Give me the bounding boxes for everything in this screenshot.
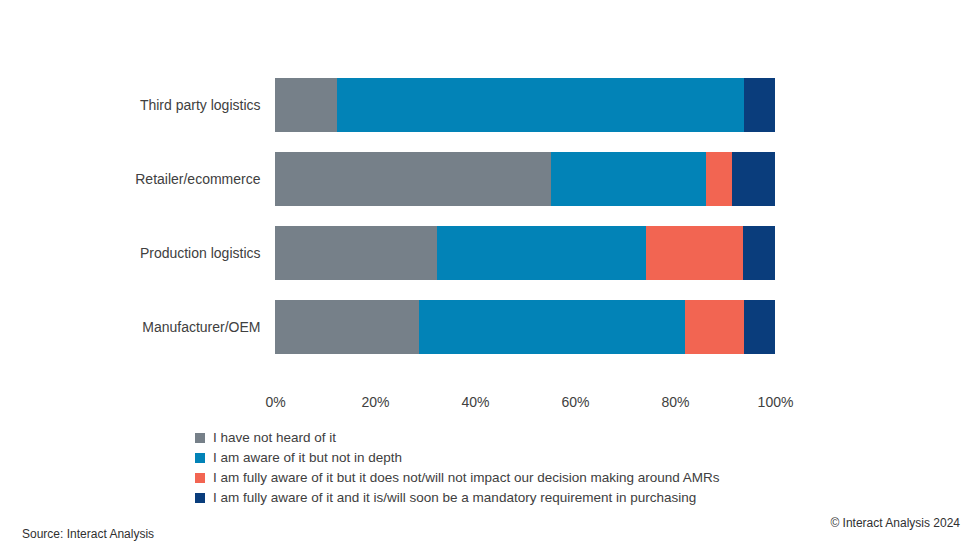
svg-text:80%: 80% — [661, 394, 689, 410]
html-text:I am fully aware of it and it: I am fully aware of it and it is/will so… — [213, 490, 697, 505]
svg-text:Retailer/ecommerce: Retailer/ecommerce — [135, 171, 260, 187]
svg-text:Third party logistics: Third party logistics — [140, 97, 261, 113]
svg-text:Manufacturer/OEM: Manufacturer/OEM — [142, 319, 260, 335]
svg-text:Production logistics: Production logistics — [140, 245, 261, 261]
html-text:I have not heard of it: I have not heard of it — [213, 430, 337, 445]
svg-text:0%: 0% — [265, 394, 285, 410]
html-text:© Interact Analysis 2024: © Interact Analysis 2024 — [830, 516, 960, 530]
svg-text:20%: 20% — [361, 394, 389, 410]
html-text:I am fully aware of it but it: I am fully aware of it but it does not/w… — [213, 470, 720, 485]
svg-text:60%: 60% — [561, 394, 589, 410]
html-text:I am aware of it but not in de: I am aware of it but not in depth — [213, 450, 403, 465]
svg-text:100%: 100% — [758, 394, 794, 410]
html-text:Source: Interact Analysis: Source: Interact Analysis — [22, 527, 155, 541]
svg-text:40%: 40% — [461, 394, 489, 410]
